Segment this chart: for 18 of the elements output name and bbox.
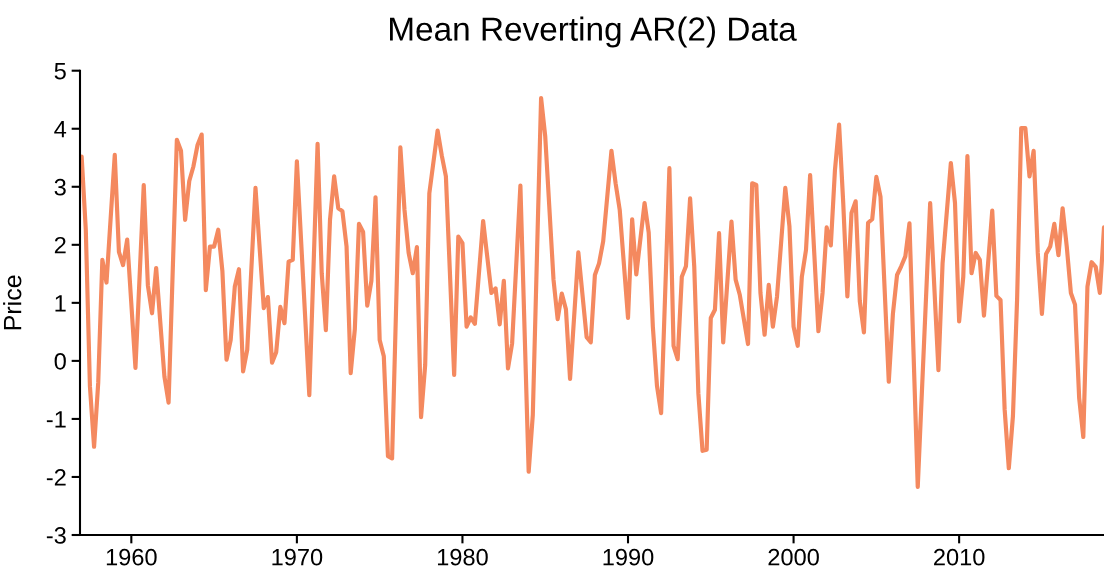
y-tick-label: 3 [54, 178, 66, 196]
x-tick-label: 1960 [106, 548, 157, 566]
y-tick-label: -3 [46, 527, 66, 544]
y-tick-label: -2 [46, 469, 66, 486]
x-tick-label: 2010 [934, 548, 985, 566]
chart-title: Mean Reverting AR(2) Data [390, 16, 797, 48]
y-tick-label: 4 [54, 121, 67, 138]
y-tick-label: 0 [54, 352, 66, 370]
y-tick-label: -1 [46, 411, 66, 428]
x-tick-label: 1990 [603, 548, 654, 566]
x-tick-label: 2000 [768, 548, 819, 566]
y-tick-label: 1 [55, 295, 66, 312]
line-series [80, 95, 1104, 489]
y-axis-title: Price [3, 275, 22, 330]
y-tick-label: 2 [54, 236, 66, 254]
x-tick-label: 1970 [272, 548, 323, 566]
x-tick-label: 1980 [437, 548, 488, 566]
y-tick-label: 5 [54, 63, 66, 80]
